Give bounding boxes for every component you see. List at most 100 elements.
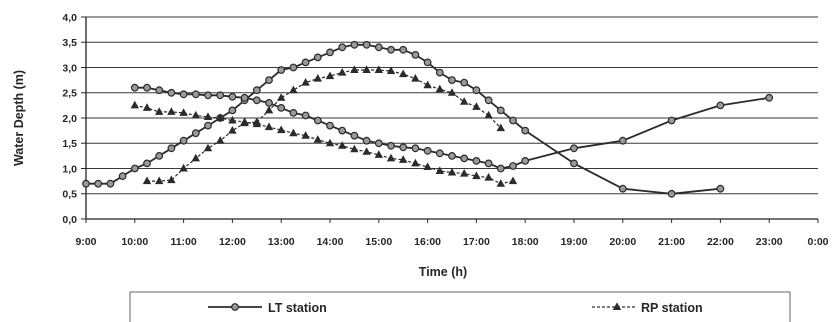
legend-lt-station-circle-icon xyxy=(231,303,239,311)
x-tick-label: 13:00 xyxy=(268,236,295,248)
lt-station-point xyxy=(411,51,420,59)
lt-station-point xyxy=(118,172,127,181)
rp-station-point xyxy=(338,68,347,76)
rp-station-point xyxy=(216,113,225,121)
lt-station-point xyxy=(350,40,359,49)
rp-station-point xyxy=(313,74,322,82)
x-tick-label: 22:00 xyxy=(707,236,734,248)
rp-station-point xyxy=(472,102,481,110)
rp-station-line xyxy=(147,69,502,182)
rp-station-point xyxy=(155,176,164,185)
lt-station-point xyxy=(191,129,200,138)
x-tick-label: 0:00 xyxy=(807,236,828,248)
rp-station-point xyxy=(411,158,420,167)
lt-station-point xyxy=(204,91,212,100)
legend-rp-station-triangle-icon xyxy=(612,302,622,310)
rp-station-point xyxy=(472,171,481,180)
lt-station-point xyxy=(423,146,432,155)
lt-station-point xyxy=(326,48,334,57)
rp-station-point xyxy=(301,131,310,139)
lt-station-point xyxy=(167,144,176,153)
rp-station-point xyxy=(142,176,152,185)
lt-station-point xyxy=(350,131,359,140)
lt-station-point xyxy=(216,91,225,100)
x-tick-label: 16:00 xyxy=(414,236,441,248)
rp-station-point xyxy=(264,105,274,114)
lt-station-point xyxy=(277,66,286,74)
x-tick-label: 10:00 xyxy=(121,236,148,248)
rp-station-point xyxy=(484,110,493,119)
lt-station-point xyxy=(313,53,322,62)
x-tick-label: 15:00 xyxy=(365,236,392,248)
lt-station-point xyxy=(179,136,188,145)
lt-station-point xyxy=(252,96,261,105)
lt-station-point xyxy=(94,179,103,188)
lt-station-point xyxy=(130,164,139,173)
lt-station-point xyxy=(496,164,505,173)
lt-station-point xyxy=(387,141,395,150)
lt-station-point xyxy=(374,139,383,148)
rp-station-point xyxy=(167,107,176,115)
lt-station-point xyxy=(301,111,310,120)
lt-station-point xyxy=(326,121,334,130)
x-tick-label: 23:00 xyxy=(756,236,783,248)
x-tick-label: 11:00 xyxy=(170,236,196,248)
lt-station-point xyxy=(570,144,578,153)
rp-station-point xyxy=(350,144,359,153)
lt-station-point xyxy=(374,43,383,52)
lt-station-point xyxy=(362,136,371,145)
lt-station-point xyxy=(228,92,237,101)
lt-station-point xyxy=(338,126,347,135)
lt-station-point xyxy=(765,93,774,102)
x-tick-label: 20:00 xyxy=(609,236,636,248)
rp-station-point xyxy=(277,125,286,134)
rp-station-point xyxy=(155,107,164,115)
rp-station-point xyxy=(386,153,396,162)
rp-station-point xyxy=(411,74,420,82)
y-tick-label: 2,5 xyxy=(62,88,77,100)
rp-station-point xyxy=(203,143,213,152)
rp-station-point xyxy=(191,153,200,162)
rp-station-point xyxy=(460,97,469,105)
lt-station-point xyxy=(387,45,395,54)
lt-station-point xyxy=(521,126,530,135)
rp-station-point xyxy=(362,147,371,155)
lt-station-point xyxy=(509,162,517,170)
rp-station-point xyxy=(496,179,505,187)
rp-station-point xyxy=(447,167,457,176)
lt-station-point xyxy=(460,78,469,87)
lt-station-point xyxy=(289,63,298,72)
rp-station-point xyxy=(313,135,322,143)
rp-station-point xyxy=(289,128,298,137)
lt-station-point xyxy=(472,86,481,95)
plot-data xyxy=(82,40,774,198)
lt-station-point xyxy=(155,151,164,160)
rp-station-point xyxy=(496,123,505,132)
rp-station-line xyxy=(134,104,514,185)
rp-station-point xyxy=(179,108,188,116)
rp-station-point xyxy=(435,166,444,174)
lt-station-point xyxy=(496,106,505,115)
lt-station-point xyxy=(411,144,420,153)
lt-station-point xyxy=(130,83,139,92)
rp-station-point xyxy=(350,65,359,73)
lt-station-point xyxy=(179,90,188,99)
x-tick-label: 21:00 xyxy=(658,236,685,248)
lt-station-point xyxy=(667,116,676,125)
legend-item-lt-station: LT station xyxy=(208,301,327,315)
rp-station-point xyxy=(130,100,139,109)
lt-station-point xyxy=(313,116,322,125)
lt-station-point xyxy=(289,108,298,117)
legend: LT station RP station xyxy=(129,291,791,322)
lt-station-point xyxy=(423,58,432,67)
lt-station-point xyxy=(448,151,456,160)
y-tick-label: 0,5 xyxy=(62,189,77,201)
rp-station-point xyxy=(301,78,310,86)
lt-station-point xyxy=(143,159,151,168)
rp-station-point xyxy=(142,103,152,111)
lt-station-point xyxy=(618,136,627,145)
rp-station-point xyxy=(325,71,335,80)
y-tick-label: 1,0 xyxy=(62,163,77,175)
lt-station-point xyxy=(265,76,273,84)
lt-station-point xyxy=(716,184,725,193)
